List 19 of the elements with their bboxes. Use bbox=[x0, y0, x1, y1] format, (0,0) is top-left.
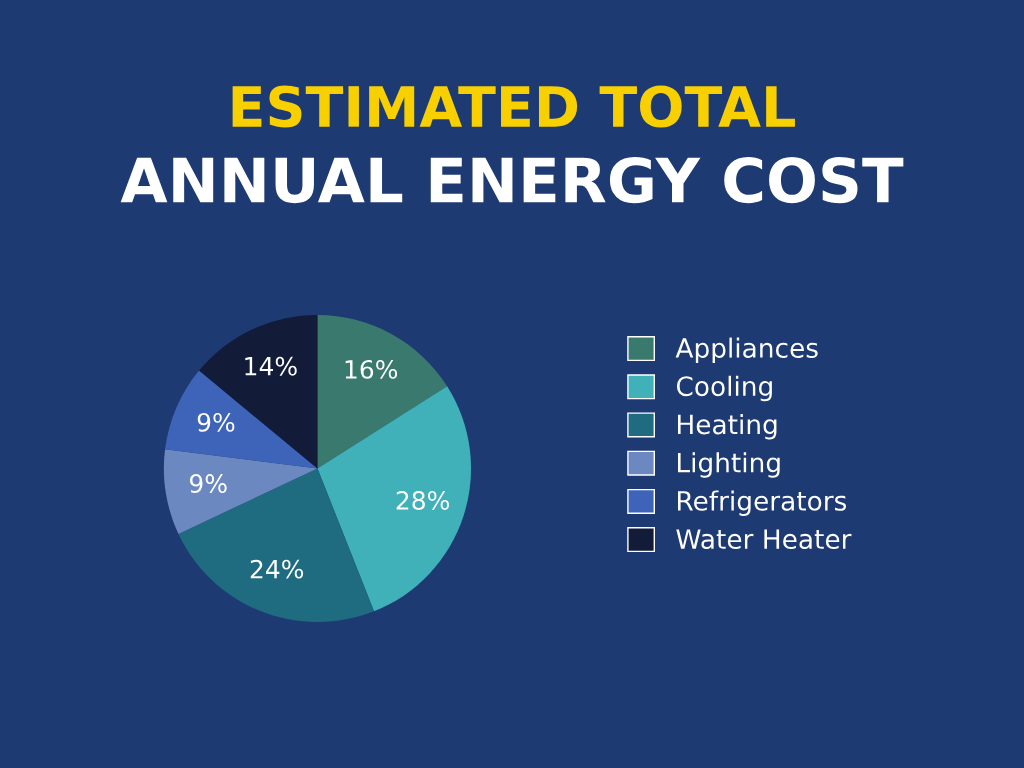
legend-label: Cooling bbox=[676, 375, 772, 402]
data-label: 14% bbox=[245, 356, 297, 376]
pie-slice bbox=[199, 314, 318, 469]
legend-label: Appliances bbox=[675, 337, 818, 364]
pie-slice bbox=[317, 386, 472, 612]
legend-label: Heating bbox=[678, 413, 777, 440]
data-label: 9% bbox=[189, 474, 227, 494]
pie-slice bbox=[163, 449, 318, 534]
data-label: 24% bbox=[250, 559, 304, 579]
legend-label: Lighting bbox=[678, 452, 780, 478]
chart-subtitle: ANNUAL ENERGY COST bbox=[120, 156, 904, 204]
data-label: 16% bbox=[345, 359, 398, 379]
legend-label: Refrigerators bbox=[678, 490, 847, 516]
pie-slice bbox=[178, 468, 374, 623]
data-label: 28% bbox=[396, 491, 450, 510]
legend-label: Water Heater bbox=[676, 529, 852, 550]
pie-slice bbox=[317, 314, 448, 469]
chart-title: ESTIMATED TOTAL bbox=[232, 85, 795, 128]
data-label: 9% bbox=[197, 412, 235, 432]
